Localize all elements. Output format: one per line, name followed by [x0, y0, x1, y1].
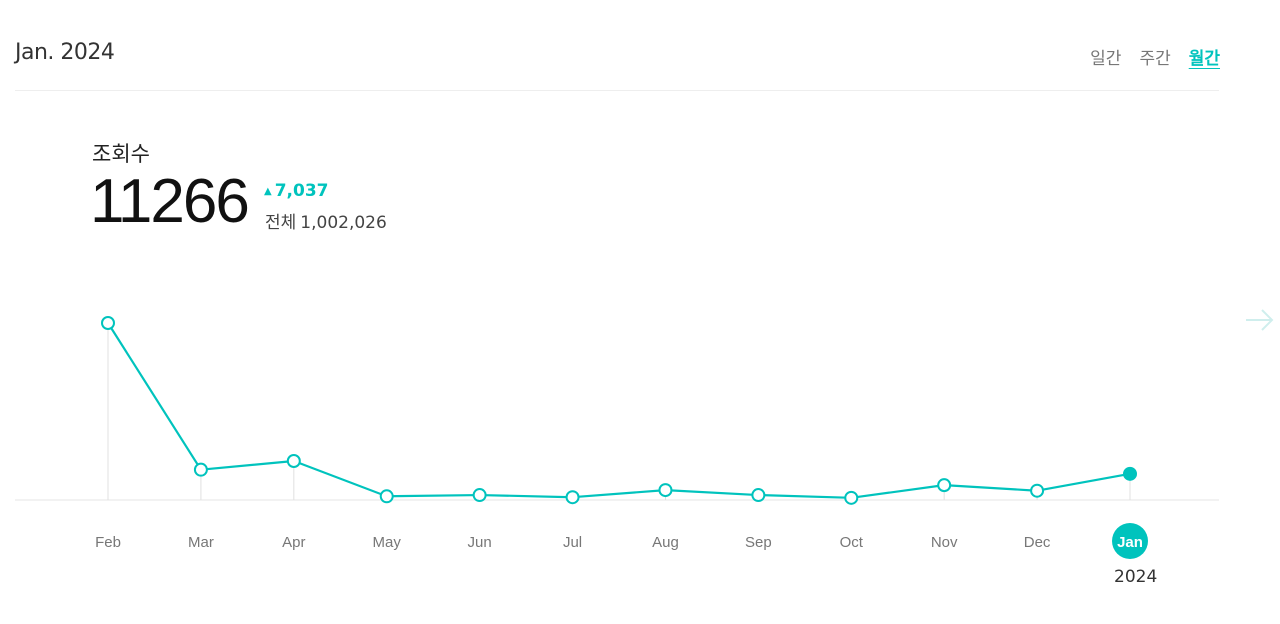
metric-total-value: 1,002,026: [300, 213, 387, 233]
x-tick-label[interactable]: Mar: [188, 534, 214, 551]
data-point: [379, 489, 394, 504]
x-tick-label-selected[interactable]: Jan: [1117, 534, 1143, 551]
triangle-up-icon: ▲: [264, 185, 272, 197]
arrow-right-icon[interactable]: [1244, 305, 1274, 335]
x-tick-label[interactable]: Sep: [745, 534, 772, 551]
data-point-selected: [1123, 466, 1137, 481]
data-point: [658, 483, 673, 498]
x-tick-label[interactable]: Oct: [840, 534, 864, 551]
x-tick-label[interactable]: Nov: [931, 534, 958, 551]
tab-daily[interactable]: 일간: [1090, 49, 1122, 69]
x-tick-label[interactable]: Dec: [1024, 534, 1051, 551]
x-tick-label[interactable]: Jul: [563, 534, 582, 551]
data-point: [751, 488, 766, 503]
metric-delta-value: 7,037: [274, 181, 329, 201]
x-tick-label[interactable]: Apr: [282, 534, 305, 551]
metric-total-label: 전체: [265, 213, 297, 233]
data-point: [1030, 483, 1045, 498]
data-point: [286, 454, 301, 469]
data-point: [193, 462, 208, 477]
x-tick-label[interactable]: Feb: [95, 534, 121, 551]
data-point: [565, 490, 580, 505]
metric-label: 조회수: [92, 142, 150, 166]
metric-value: 11266: [90, 167, 250, 236]
metric-delta: ▲ 7,037: [264, 181, 328, 201]
x-tick-label[interactable]: May: [373, 534, 402, 551]
selected-month-badge: [1112, 523, 1148, 559]
period-tabs: 일간 주간 월간: [1090, 44, 1220, 69]
tab-monthly[interactable]: 월간: [1188, 49, 1220, 69]
series-line: [107, 322, 1131, 499]
metric-total: 전체 1,002,026: [265, 208, 387, 233]
tab-weekly[interactable]: 주간: [1139, 49, 1171, 69]
data-point: [844, 490, 859, 505]
year-label: 2024: [1114, 567, 1158, 587]
x-tick-label[interactable]: Jun: [468, 534, 492, 551]
data-point: [472, 488, 487, 503]
period-title: Jan. 2024: [15, 40, 115, 65]
x-tick-label[interactable]: Aug: [652, 534, 679, 551]
data-point: [937, 478, 952, 493]
data-point: [101, 316, 115, 330]
header-divider: [15, 90, 1219, 91]
